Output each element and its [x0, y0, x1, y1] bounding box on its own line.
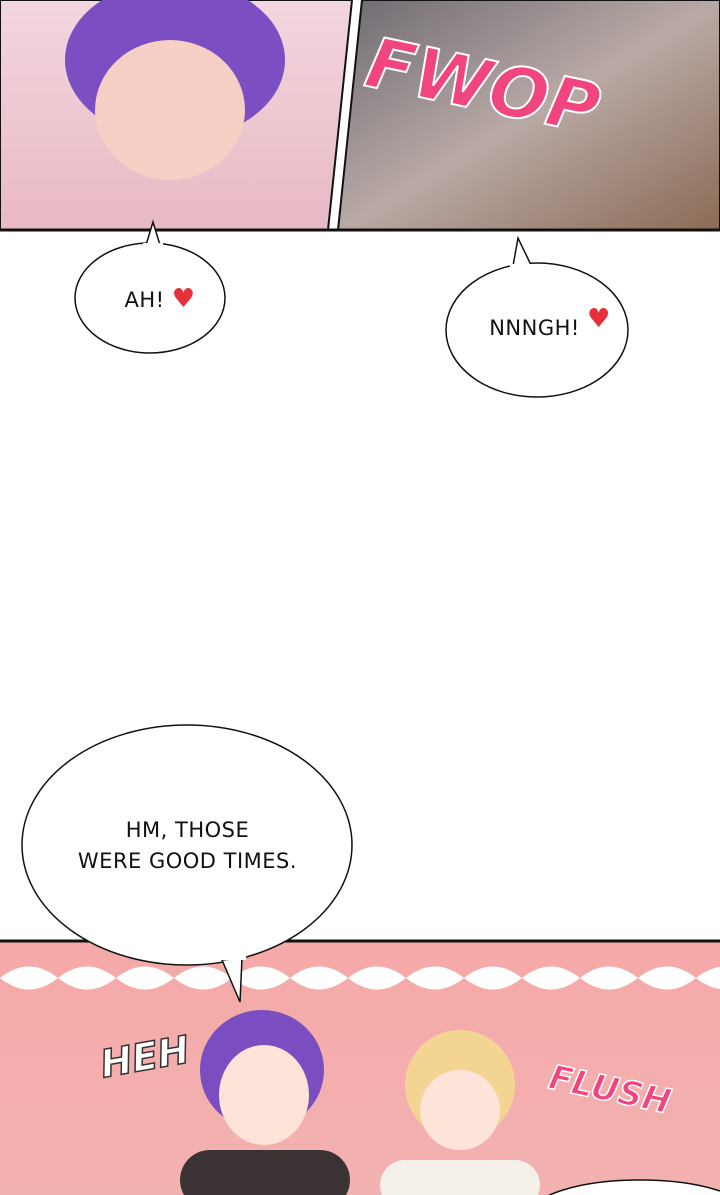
lace-diamond: [58, 966, 116, 990]
lace-diamond: [406, 966, 464, 990]
lace-diamond: [232, 966, 290, 990]
bubble-good-times-text: HM, THOSE WERE GOOD TIMES.: [40, 815, 335, 877]
bubble-good-times: [21, 724, 353, 966]
lace-diamond: [174, 966, 232, 990]
bubble-line: WERE GOOD TIMES.: [77, 849, 298, 873]
lace-border: [0, 966, 720, 990]
heart-icon: ♥: [586, 304, 611, 334]
bubble-nnngh-text: NNNGH! ♥: [470, 304, 630, 344]
lace-diamond: [290, 966, 348, 990]
top-right-panel: [336, 0, 720, 231]
lace-diamond: [464, 966, 522, 990]
lace-diamond: [696, 966, 720, 990]
lace-diamond: [638, 966, 696, 990]
lace-diamond: [116, 966, 174, 990]
bubble-nnngh: [445, 262, 629, 398]
lace-diamond: [348, 966, 406, 990]
bubble-line: HM, THOSE: [125, 818, 250, 842]
bubble-ah-text: AH! ♥: [110, 284, 210, 316]
bubble-text: AH!: [124, 288, 165, 312]
lace-diamond: [522, 966, 580, 990]
character-face: [95, 40, 245, 180]
bubble-text: NNNGH!: [489, 316, 580, 340]
lace-diamond: [580, 966, 638, 990]
heart-icon: ♥: [171, 284, 196, 314]
lace-diamond: [0, 966, 58, 990]
